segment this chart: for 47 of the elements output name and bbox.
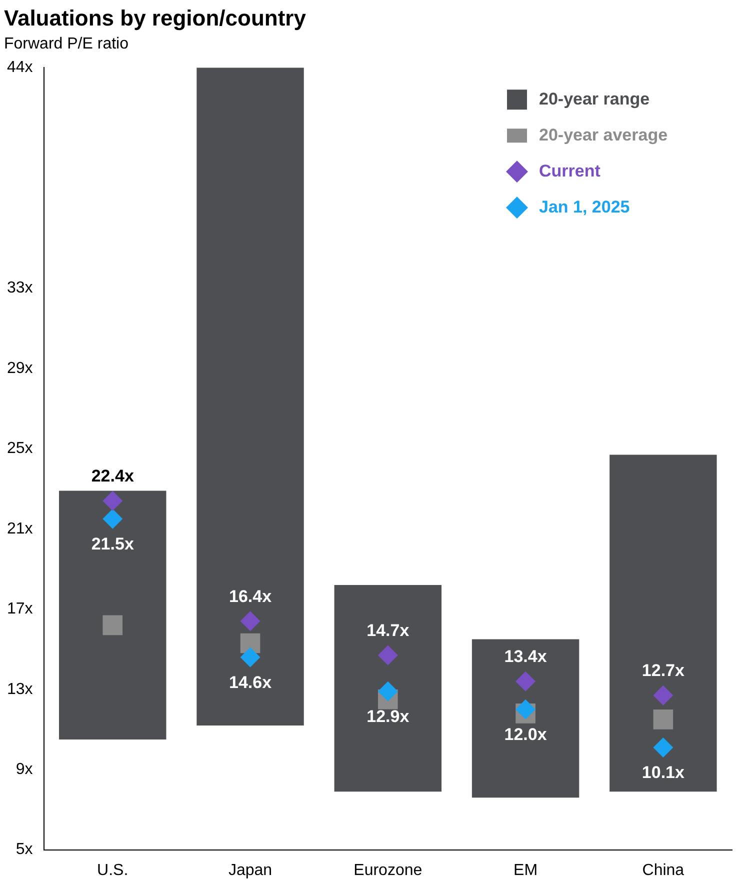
data-label: 12.0x <box>504 725 548 744</box>
data-label: 13.4x <box>504 647 548 666</box>
x-tick-label: Japan <box>228 862 272 879</box>
data-label: 10.1x <box>642 763 685 782</box>
data-label: 12.7x <box>642 661 685 680</box>
point <box>516 671 536 692</box>
y-tick-label: 5x <box>16 841 33 858</box>
chart-subtitle: Forward P/E ratio <box>4 35 129 52</box>
x-tick-label: U.S. <box>97 862 128 879</box>
point <box>653 710 674 730</box>
data-label: 22.4x <box>91 466 134 486</box>
bar <box>59 490 166 740</box>
data-label: 12.9x <box>366 707 410 726</box>
legend-label: Current <box>539 161 601 180</box>
point <box>240 647 260 668</box>
y-tick-label: 25x <box>7 440 33 458</box>
legend-label: Jan 1, 2025 <box>539 197 630 216</box>
bar <box>610 454 717 792</box>
point <box>240 611 260 632</box>
y-tick-label: 21x <box>7 520 33 538</box>
data-label: 16.4x <box>228 586 272 606</box>
point <box>378 681 398 702</box>
data-label: 14.7x <box>366 620 410 640</box>
bar <box>196 68 304 726</box>
x-tick-label: EM <box>514 862 538 879</box>
bar <box>334 585 442 792</box>
point <box>653 738 674 758</box>
y-tick-label: 9x <box>16 760 33 778</box>
point <box>102 490 123 511</box>
legend-label: 20-year average <box>539 125 668 144</box>
point <box>102 615 123 636</box>
y-tick-label: 13x <box>7 680 33 698</box>
y-tick-label: 17x <box>7 600 33 618</box>
y-tick-label: 44x <box>7 59 33 76</box>
bar <box>472 639 580 798</box>
chart-title: Valuations by region/country <box>4 5 307 30</box>
x-tick-label: China <box>642 862 684 879</box>
point <box>102 508 123 529</box>
data-label: 21.5x <box>91 534 134 554</box>
point <box>378 645 398 666</box>
legend-label: 20-year range <box>539 89 650 108</box>
point <box>516 699 536 720</box>
data-label: 14.6x <box>228 672 272 692</box>
x-tick-label: Eurozone <box>354 862 422 879</box>
y-tick-label: 29x <box>7 360 33 377</box>
point <box>653 685 674 706</box>
y-tick-label: 33x <box>7 280 33 297</box>
